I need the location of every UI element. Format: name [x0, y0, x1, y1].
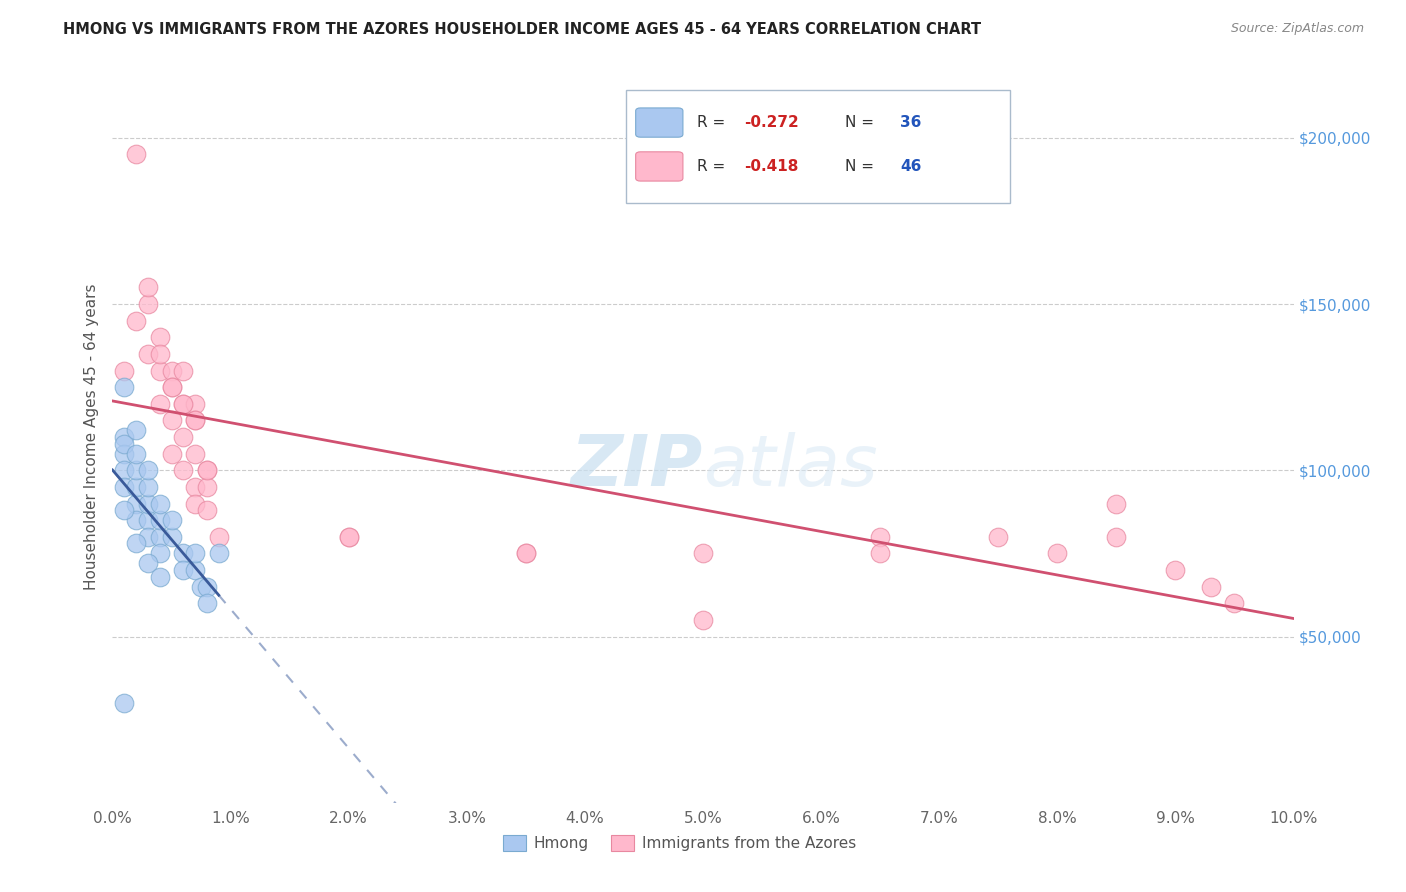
Point — [195, 463, 218, 477]
Point — [136, 280, 159, 294]
Point — [208, 530, 231, 544]
Point — [112, 380, 135, 394]
Point — [160, 380, 183, 394]
Point — [184, 497, 207, 511]
Point — [172, 397, 194, 411]
Point — [136, 513, 159, 527]
Point — [136, 557, 159, 571]
Point — [149, 546, 172, 560]
Point — [149, 363, 172, 377]
Point — [112, 436, 135, 450]
Text: ZIP: ZIP — [571, 432, 703, 500]
Point — [172, 430, 194, 444]
Point — [112, 503, 135, 517]
Point — [337, 530, 360, 544]
Point — [172, 463, 194, 477]
Point — [136, 297, 159, 311]
Point — [184, 397, 207, 411]
Point — [149, 570, 172, 584]
Point — [869, 546, 891, 560]
Point — [149, 497, 172, 511]
Point — [172, 363, 194, 377]
Point — [112, 463, 135, 477]
Text: Source: ZipAtlas.com: Source: ZipAtlas.com — [1230, 22, 1364, 36]
Text: R =: R = — [697, 115, 730, 130]
Point — [125, 513, 148, 527]
Point — [1105, 530, 1128, 544]
Point — [184, 413, 207, 427]
Point — [112, 696, 135, 710]
Point — [112, 480, 135, 494]
Point — [125, 536, 148, 550]
Point — [125, 463, 148, 477]
Point — [515, 546, 537, 560]
Point — [184, 413, 207, 427]
Point — [987, 530, 1010, 544]
FancyBboxPatch shape — [636, 108, 683, 137]
Point — [184, 563, 207, 577]
Point — [172, 563, 194, 577]
Point — [184, 480, 207, 494]
Point — [112, 447, 135, 461]
Point — [184, 546, 207, 560]
Point — [692, 613, 714, 627]
Point — [125, 447, 148, 461]
Point — [1164, 563, 1187, 577]
Point — [195, 503, 218, 517]
Point — [125, 424, 148, 438]
Text: N =: N = — [845, 159, 879, 174]
Point — [160, 530, 183, 544]
Point — [337, 530, 360, 544]
Point — [692, 546, 714, 560]
Text: 36: 36 — [900, 115, 921, 130]
Point — [125, 480, 148, 494]
Point — [515, 546, 537, 560]
Point — [125, 497, 148, 511]
Point — [125, 147, 148, 161]
Point — [208, 546, 231, 560]
Point — [136, 530, 159, 544]
Point — [1223, 596, 1246, 610]
Y-axis label: Householder Income Ages 45 - 64 years: Householder Income Ages 45 - 64 years — [83, 284, 98, 591]
Point — [160, 413, 183, 427]
Point — [149, 347, 172, 361]
Point — [149, 513, 172, 527]
Point — [172, 546, 194, 560]
Point — [112, 430, 135, 444]
Point — [149, 330, 172, 344]
Point — [136, 347, 159, 361]
Point — [195, 463, 218, 477]
Text: 46: 46 — [900, 159, 921, 174]
Point — [1199, 580, 1222, 594]
Point — [184, 447, 207, 461]
Point — [190, 580, 212, 594]
Text: atlas: atlas — [703, 432, 877, 500]
Point — [112, 363, 135, 377]
Point — [1046, 546, 1069, 560]
Point — [160, 380, 183, 394]
Text: -0.272: -0.272 — [744, 115, 799, 130]
Point — [149, 397, 172, 411]
Point — [136, 480, 159, 494]
Text: R =: R = — [697, 159, 730, 174]
FancyBboxPatch shape — [626, 90, 1010, 203]
Point — [195, 480, 218, 494]
Text: N =: N = — [845, 115, 879, 130]
FancyBboxPatch shape — [636, 152, 683, 181]
Point — [160, 513, 183, 527]
Text: HMONG VS IMMIGRANTS FROM THE AZORES HOUSEHOLDER INCOME AGES 45 - 64 YEARS CORREL: HMONG VS IMMIGRANTS FROM THE AZORES HOUS… — [63, 22, 981, 37]
Point — [195, 580, 218, 594]
Point — [160, 447, 183, 461]
Point — [172, 397, 194, 411]
Legend: Hmong, Immigrants from the Azores: Hmong, Immigrants from the Azores — [496, 830, 862, 857]
Point — [136, 497, 159, 511]
Point — [869, 530, 891, 544]
Point — [1105, 497, 1128, 511]
Point — [125, 314, 148, 328]
Point — [195, 596, 218, 610]
Point — [136, 463, 159, 477]
Point — [160, 363, 183, 377]
Point — [149, 530, 172, 544]
Text: -0.418: -0.418 — [744, 159, 799, 174]
